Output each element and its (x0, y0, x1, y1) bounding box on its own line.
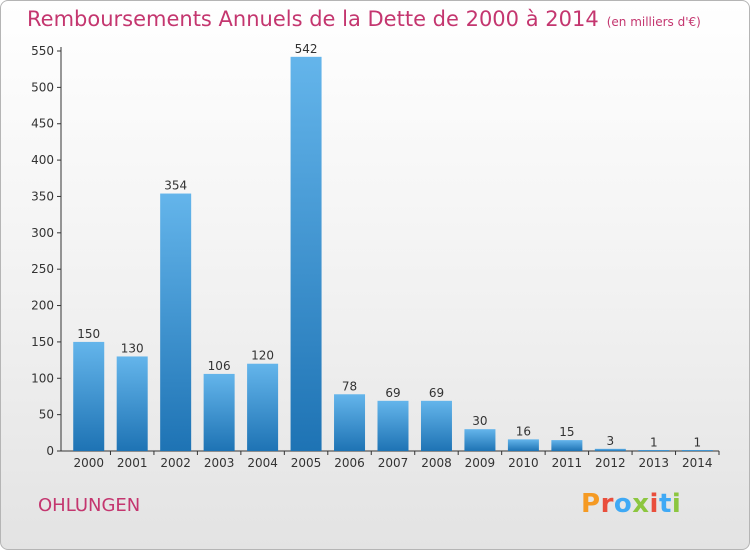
x-tick-label: 2012 (595, 456, 626, 470)
y-tick-label: 500 (31, 80, 54, 94)
x-tick-label: 2010 (508, 456, 539, 470)
x-tick-label: 2008 (421, 456, 452, 470)
bar-value-label: 78 (342, 379, 357, 393)
bar-2000 (73, 341, 105, 451)
x-tick-label: 2009 (465, 456, 496, 470)
bar-value-label: 69 (429, 386, 444, 400)
x-tick-label: 2002 (160, 456, 191, 470)
x-tick-label: 2003 (204, 456, 235, 470)
y-tick-label: 350 (31, 189, 54, 203)
bar-2006 (334, 394, 366, 451)
bars: 150 130 354 106 120 542 78 69 69 30 16 15 3 1 1 (73, 42, 713, 452)
x-tick-label: 2014 (682, 456, 713, 470)
y-tick-label: 150 (31, 335, 54, 349)
y-tick-label: 200 (31, 299, 54, 313)
y-tick-label: 50 (39, 408, 54, 422)
bar-2010 (507, 439, 539, 451)
x-axis: 2000 2001 2002 2003 2004 2005 2006 2007 2008 2009… (61, 450, 720, 470)
logo-letter: o (613, 489, 633, 519)
bar-value-label: 1 (693, 435, 701, 449)
bar-2013 (638, 450, 670, 451)
bar-value-label: 130 (121, 341, 144, 355)
y-tick-label: 300 (31, 226, 54, 240)
title-text: Remboursements Annuels de la Dette de 20… (27, 7, 599, 31)
x-tick-label: 2013 (639, 456, 670, 470)
bar-2005 (290, 56, 322, 452)
bar-value-label: 150 (77, 327, 100, 341)
bar-value-label: 15 (559, 425, 574, 439)
bar-2011 (551, 440, 583, 451)
y-axis: 0 50 100 150 200 250 300 350 400 450 500 550 (31, 44, 62, 458)
chart-title: Remboursements Annuels de la Dette de 20… (27, 7, 701, 31)
bar-2004 (247, 363, 279, 451)
y-tick-label: 0 (46, 444, 54, 458)
logo-letter: x (632, 489, 650, 519)
x-tick-label: 2001 (117, 456, 148, 470)
logo-letter: P (581, 489, 601, 519)
x-tick-label: 2005 (291, 456, 322, 470)
logo-letter: i (671, 489, 682, 519)
bar-value-label: 16 (516, 424, 531, 438)
x-tick-label: 2006 (334, 456, 365, 470)
logo-letter: r (600, 489, 614, 519)
x-tick-label: 2011 (552, 456, 583, 470)
bar-2003 (203, 373, 235, 451)
proxiti-logo[interactable]: Proxiti (581, 489, 681, 519)
bar-value-label: 120 (251, 349, 274, 363)
bar-value-label: 354 (164, 179, 187, 193)
bar-2009 (464, 429, 496, 451)
bar-2008 (420, 400, 452, 451)
bar-value-label: 69 (385, 386, 400, 400)
x-tick-label: 2007 (378, 456, 409, 470)
bar-value-label: 106 (208, 359, 231, 373)
bar-2007 (377, 400, 409, 451)
bar-value-label: 1 (650, 435, 658, 449)
commune-name: OHLUNGEN (38, 495, 141, 516)
bar-value-label: 3 (607, 434, 615, 448)
bar-value-label: 30 (472, 414, 487, 428)
y-tick-label: 400 (31, 153, 54, 167)
y-tick-label: 100 (31, 371, 54, 385)
logo-letter: t (658, 489, 672, 519)
y-tick-label: 450 (31, 117, 54, 131)
x-tick-label: 2004 (247, 456, 278, 470)
bar-2001 (116, 356, 148, 451)
bar-2002 (160, 193, 192, 451)
x-tick-label: 2000 (73, 456, 104, 470)
y-tick-label: 550 (31, 44, 54, 58)
logo-letter: i (649, 489, 659, 519)
title-unit: (en milliers d'€) (606, 15, 701, 29)
y-tick-label: 250 (31, 262, 54, 276)
bar-value-label: 542 (295, 42, 318, 56)
bar-2014 (681, 450, 713, 451)
bar-2012 (594, 448, 626, 451)
